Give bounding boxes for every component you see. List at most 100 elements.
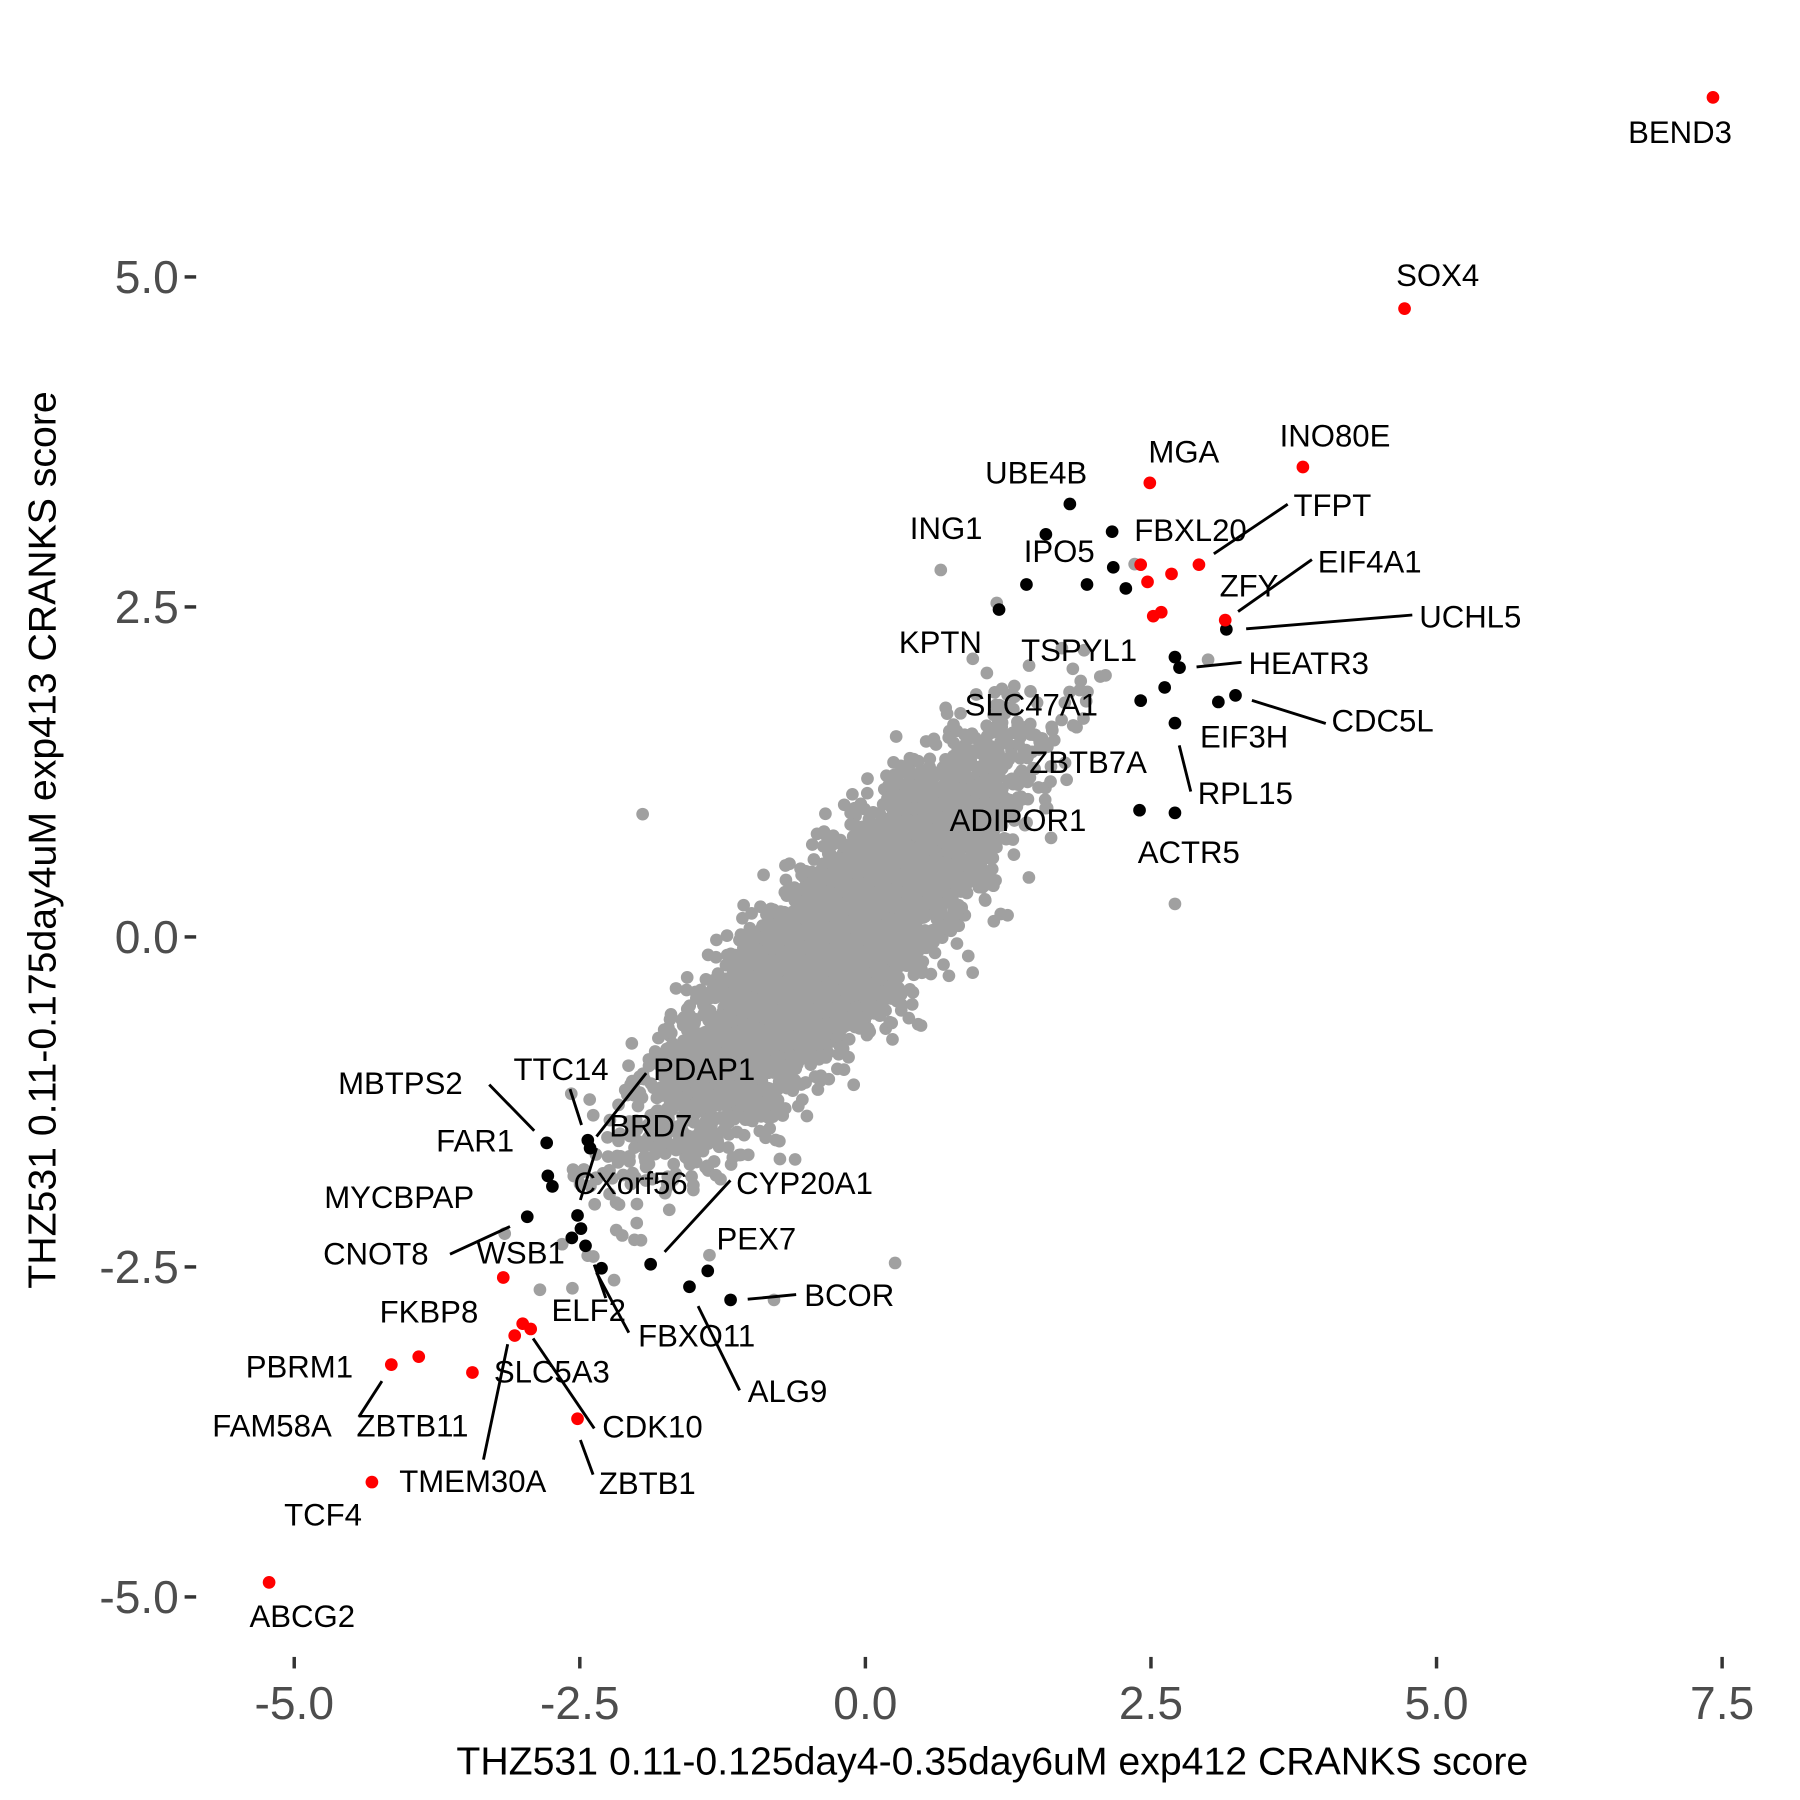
- background-point: [662, 1203, 676, 1217]
- background-point: [649, 1056, 663, 1070]
- background-point: [905, 998, 919, 1011]
- background-point: [1040, 801, 1054, 815]
- background-point: [940, 707, 954, 721]
- background-point: [779, 873, 793, 887]
- background-point: [837, 1063, 851, 1076]
- background-point: [759, 1131, 772, 1145]
- background-point: [660, 1177, 674, 1191]
- background-point: [1066, 662, 1080, 676]
- background-point: [750, 943, 764, 956]
- background-point: [788, 1153, 802, 1166]
- background-point: [622, 1059, 635, 1073]
- background-point: [533, 1283, 547, 1297]
- background-point: [1007, 702, 1020, 716]
- background-point: [581, 1249, 595, 1263]
- background-point: [1060, 773, 1073, 787]
- background-point: [644, 1077, 658, 1090]
- background-point: [862, 1022, 875, 1036]
- background-point: [1045, 724, 1059, 737]
- background-points: [498, 557, 1215, 1307]
- background-point: [817, 1049, 830, 1063]
- background-point: [583, 1093, 597, 1106]
- background-point: [630, 1216, 644, 1230]
- background-point: [911, 754, 925, 768]
- background-point: [615, 1229, 629, 1242]
- background-point: [996, 782, 1009, 795]
- background-point: [995, 716, 1009, 729]
- background-point: [893, 767, 906, 780]
- background-point: [817, 825, 831, 838]
- background-point: [719, 1120, 732, 1134]
- background-point: [742, 1113, 756, 1127]
- background-point: [757, 868, 770, 882]
- background-point: [642, 1130, 655, 1144]
- background-point: [987, 708, 1001, 722]
- background-point: [1079, 694, 1093, 708]
- background-point: [1077, 712, 1090, 725]
- background-point: [993, 819, 1007, 832]
- background-point: [1011, 715, 1024, 729]
- background-point: [882, 779, 895, 792]
- background-point: [611, 1156, 625, 1169]
- background-point: [980, 666, 994, 680]
- background-point: [586, 1108, 600, 1122]
- background-point: [639, 1160, 653, 1174]
- background-point: [889, 730, 903, 743]
- background-point: [937, 958, 950, 971]
- background-point: [639, 1174, 653, 1187]
- background-point: [680, 983, 693, 997]
- background-point: [1066, 719, 1080, 732]
- background-point: [1058, 756, 1072, 770]
- background-point: [995, 682, 1009, 696]
- background-point: [923, 752, 937, 766]
- background-point: [994, 907, 1008, 921]
- background-point: [858, 802, 871, 816]
- background-point: [957, 766, 971, 780]
- background-point: [1022, 871, 1036, 884]
- background-point: [842, 1032, 856, 1046]
- background-point: [616, 1168, 630, 1182]
- background-point: [833, 1040, 847, 1054]
- background-point: [624, 1177, 638, 1191]
- background-point: [1058, 696, 1072, 710]
- background-point: [743, 921, 757, 935]
- background-point: [861, 772, 874, 785]
- background-point: [623, 1155, 636, 1168]
- background-point: [588, 1197, 602, 1211]
- background-point: [667, 1157, 681, 1171]
- background-point: [736, 911, 749, 925]
- background-point: [778, 1102, 792, 1115]
- background-point: [663, 1013, 677, 1026]
- background-point: [577, 1163, 591, 1176]
- background-point: [709, 950, 723, 964]
- background-point: [669, 1167, 683, 1181]
- background-point: [795, 868, 808, 882]
- background-point: [860, 786, 874, 800]
- background-point: [902, 1011, 916, 1025]
- background-point: [737, 898, 750, 912]
- background-point: [950, 937, 964, 950]
- background-point: [1032, 781, 1045, 794]
- background-point: [1044, 775, 1057, 788]
- background-point: [737, 1128, 751, 1142]
- background-point: [942, 731, 956, 744]
- background-point: [1030, 696, 1044, 709]
- background-point: [612, 1198, 626, 1211]
- background-point: [566, 1281, 579, 1295]
- background-point: [761, 1110, 775, 1124]
- background-point: [721, 1141, 735, 1154]
- background-point: [966, 966, 980, 979]
- background-point: [1077, 643, 1091, 657]
- background-point: [630, 1197, 644, 1211]
- background-point: [726, 1151, 740, 1164]
- background-point: [842, 1050, 855, 1064]
- background-point: [819, 807, 832, 821]
- background-point: [905, 957, 919, 970]
- background-point: [1044, 831, 1058, 845]
- background-point: [954, 706, 967, 720]
- background-point: [652, 1131, 666, 1145]
- background-point: [969, 688, 983, 701]
- background-point: [966, 652, 980, 666]
- background-point: [681, 1006, 695, 1019]
